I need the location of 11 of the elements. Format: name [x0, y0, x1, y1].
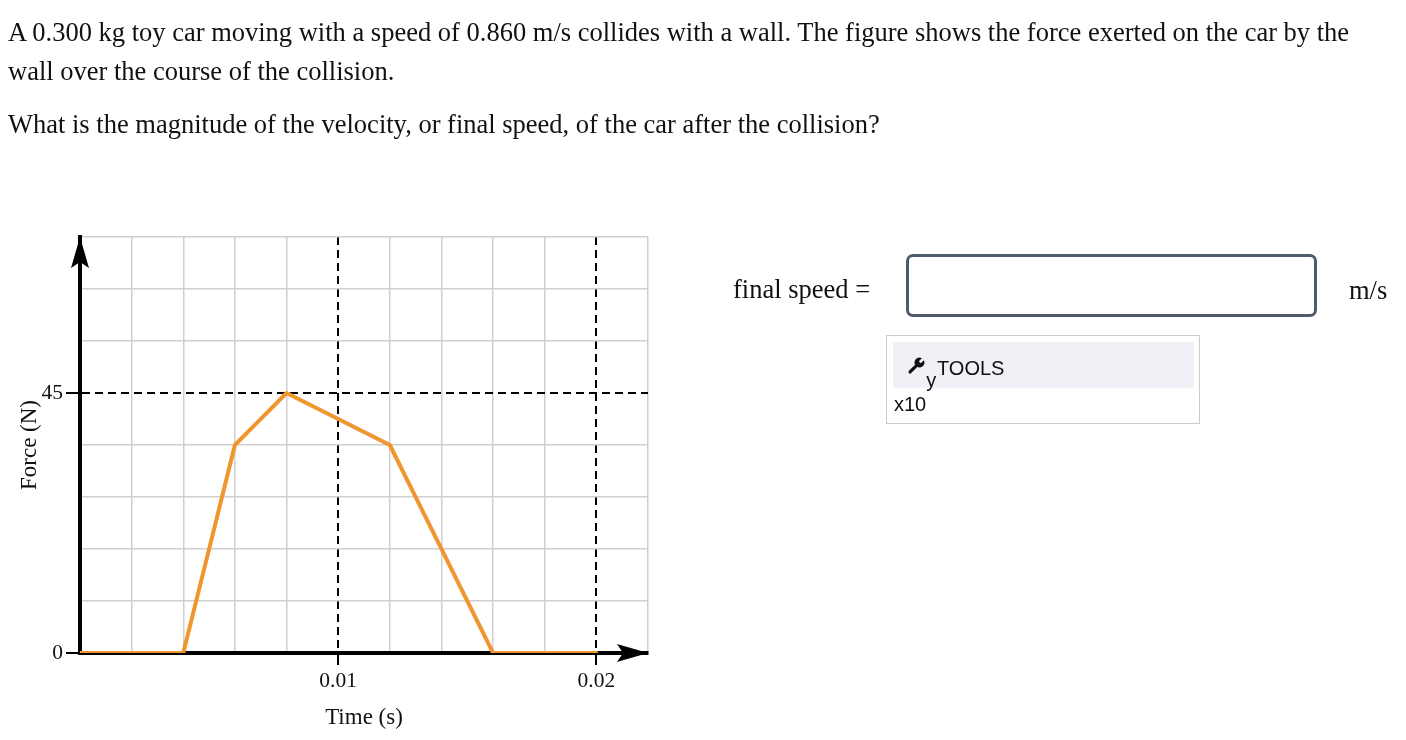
- chart-title: A 0.300 kg toy car moving with a speed of 0.860 m/s collides with a wall. The figure shows the force exerted on the car by the wall over the course of the collision.: [8, 16, 1351, 88]
- x-tick-label: 0.02: [577, 667, 616, 692]
- chart-subtitle: What is the magnitude of the velocity, or final speed, of the car after the collision?: [8, 108, 881, 141]
- x-axis-title: Time (s): [325, 704, 403, 730]
- text: m/s: [1349, 275, 1388, 305]
- text: final speed =: [733, 274, 871, 304]
- y-tick-label: 45: [41, 379, 63, 404]
- text: TOOLS: [937, 356, 1005, 380]
- y-tick-label: 0: [52, 639, 63, 664]
- y-axis-title: Force (N): [15, 399, 41, 491]
- x-tick-label: 0.01: [319, 667, 357, 692]
